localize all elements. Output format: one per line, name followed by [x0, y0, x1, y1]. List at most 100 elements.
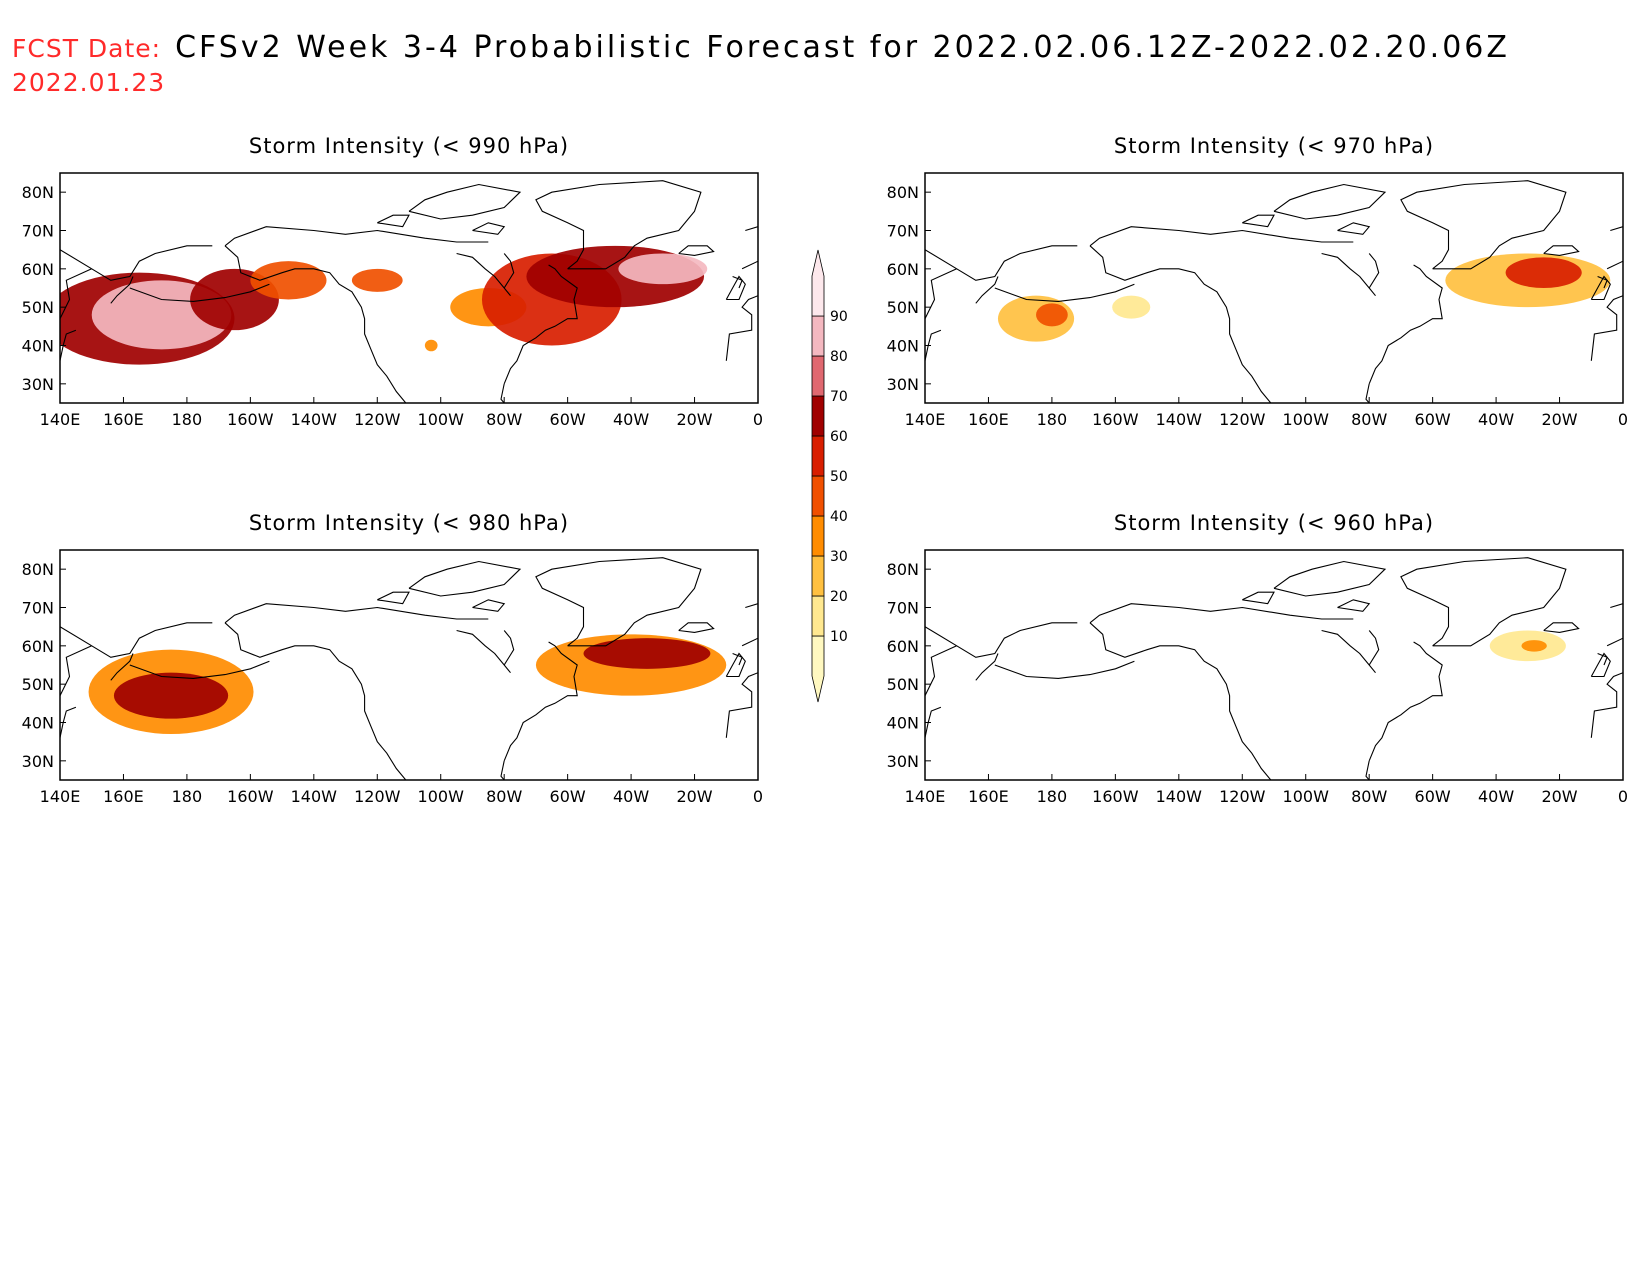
colorbar-cell [811, 515, 825, 557]
lon-tick-label: 100W [418, 410, 465, 429]
probability-patch [424, 339, 438, 352]
lat-tick-label: 30N [22, 375, 54, 394]
coastline [110, 653, 134, 681]
coastline [1321, 629, 1380, 674]
probability-patch [618, 253, 708, 285]
lon-tick-label: 140E [905, 787, 946, 806]
coastline [60, 645, 92, 696]
coastline [110, 276, 134, 304]
coastline [224, 226, 489, 247]
lon-tick-label: 180 [172, 410, 203, 429]
lon-tick-label: 20W [676, 410, 712, 429]
lat-tick-label: 40N [22, 714, 54, 733]
coastline [224, 603, 489, 624]
colorbar-cell [811, 249, 825, 317]
colorbar-label: 20 [830, 589, 848, 605]
colorbar-cell [811, 595, 825, 637]
lat-tick-label: 80N [22, 560, 54, 579]
header: FCST Date: CFSv2 Week 3-4 Probabilistic F… [12, 30, 1510, 65]
lon-tick-label: 160W [1092, 787, 1139, 806]
map-panel-p980: Storm Intensity (< 980 hPa) 80N 70N 60N 50N 4… [22, 511, 763, 806]
lon-tick-label: 180 [1037, 410, 1068, 429]
panel-title: Storm Intensity (< 980 hPa) [249, 511, 569, 535]
coastline [925, 329, 942, 361]
coastline [925, 622, 1078, 658]
lat-tick-label: 40N [22, 337, 54, 356]
lat-tick-label: 70N [22, 222, 54, 241]
coastline [224, 622, 407, 780]
lat-tick-label: 60N [887, 260, 919, 279]
panel-title: Storm Intensity (< 960 hPa) [1114, 511, 1434, 535]
coastline [472, 599, 506, 612]
lon-tick-label: 0 [753, 410, 763, 429]
lon-tick-label: 160E [968, 410, 1009, 429]
lon-tick-label: 40W [613, 787, 649, 806]
lon-tick-label: 160E [103, 787, 144, 806]
colorbar-label: 10 [830, 629, 848, 645]
coastline [1610, 226, 1623, 232]
lon-tick-label: 120W [354, 410, 401, 429]
coastline [1242, 214, 1275, 228]
coastline [1606, 260, 1623, 270]
coastline [925, 706, 942, 738]
lon-tick-label: 0 [1618, 410, 1628, 429]
lat-tick-label: 50N [887, 298, 919, 317]
probability-patch [1112, 295, 1151, 319]
lat-tick-label: 70N [887, 599, 919, 618]
coastline [1543, 245, 1580, 256]
lat-tick-label: 50N [22, 298, 54, 317]
coastline [1337, 222, 1371, 235]
colorbar-cell [811, 635, 825, 703]
probability-patch [351, 268, 403, 292]
lon-tick-label: 80W [486, 410, 522, 429]
coastline [129, 660, 270, 679]
lon-tick-label: 20W [676, 787, 712, 806]
coastline [741, 260, 758, 270]
lon-tick-label: 140W [1156, 410, 1203, 429]
lon-tick-label: 60W [1415, 410, 1451, 429]
probability-patch [250, 261, 327, 300]
coastline [1089, 622, 1272, 780]
lon-tick-label: 120W [1219, 787, 1266, 806]
colorbar-label: 90 [830, 309, 848, 325]
lat-tick-label: 50N [887, 675, 919, 694]
coastline [1590, 295, 1623, 361]
coastline [678, 245, 715, 256]
colorbar-label: 50 [830, 469, 848, 485]
panel-title: Storm Intensity (< 990 hPa) [249, 134, 569, 158]
lon-tick-label: 100W [1283, 787, 1330, 806]
coastline [456, 629, 515, 674]
colorbar-label: 40 [830, 509, 848, 525]
coastline [1273, 183, 1387, 220]
map-frame [59, 549, 759, 781]
lon-tick-label: 60W [550, 787, 586, 806]
lon-tick-label: 20W [1541, 410, 1577, 429]
probability-patch [1521, 640, 1547, 652]
lon-tick-label: 140E [40, 410, 81, 429]
map-panel-p960: Storm Intensity (< 960 hPa) 80N 70N 60N 50N 4… [887, 511, 1628, 806]
lon-tick-label: 0 [753, 787, 763, 806]
lon-tick-label: 40W [613, 410, 649, 429]
coastline [1242, 591, 1275, 605]
lon-tick-label: 160E [103, 410, 144, 429]
colorbar-cell [811, 435, 825, 477]
coastline [678, 622, 715, 633]
coastline [60, 329, 77, 361]
coastline [1089, 603, 1354, 624]
map-panel-p990: Storm Intensity (< 990 hPa) 80N 70N 60N 50N 4… [22, 134, 763, 429]
colorbar-label: 70 [830, 389, 848, 405]
coastline [1400, 557, 1567, 647]
lon-tick-label: 160W [227, 787, 274, 806]
coastline [1321, 252, 1380, 297]
colorbar: 10 20 30 40 50 60 70 80 90 [811, 249, 848, 703]
coastline [224, 245, 407, 403]
coastline [741, 637, 758, 647]
coastline [1273, 560, 1387, 597]
coastline [129, 283, 270, 302]
coastline [1089, 226, 1354, 247]
probability-patch [1505, 257, 1582, 288]
lon-tick-label: 120W [1219, 410, 1266, 429]
coastline [60, 268, 92, 319]
colorbar-label: 60 [830, 429, 848, 445]
